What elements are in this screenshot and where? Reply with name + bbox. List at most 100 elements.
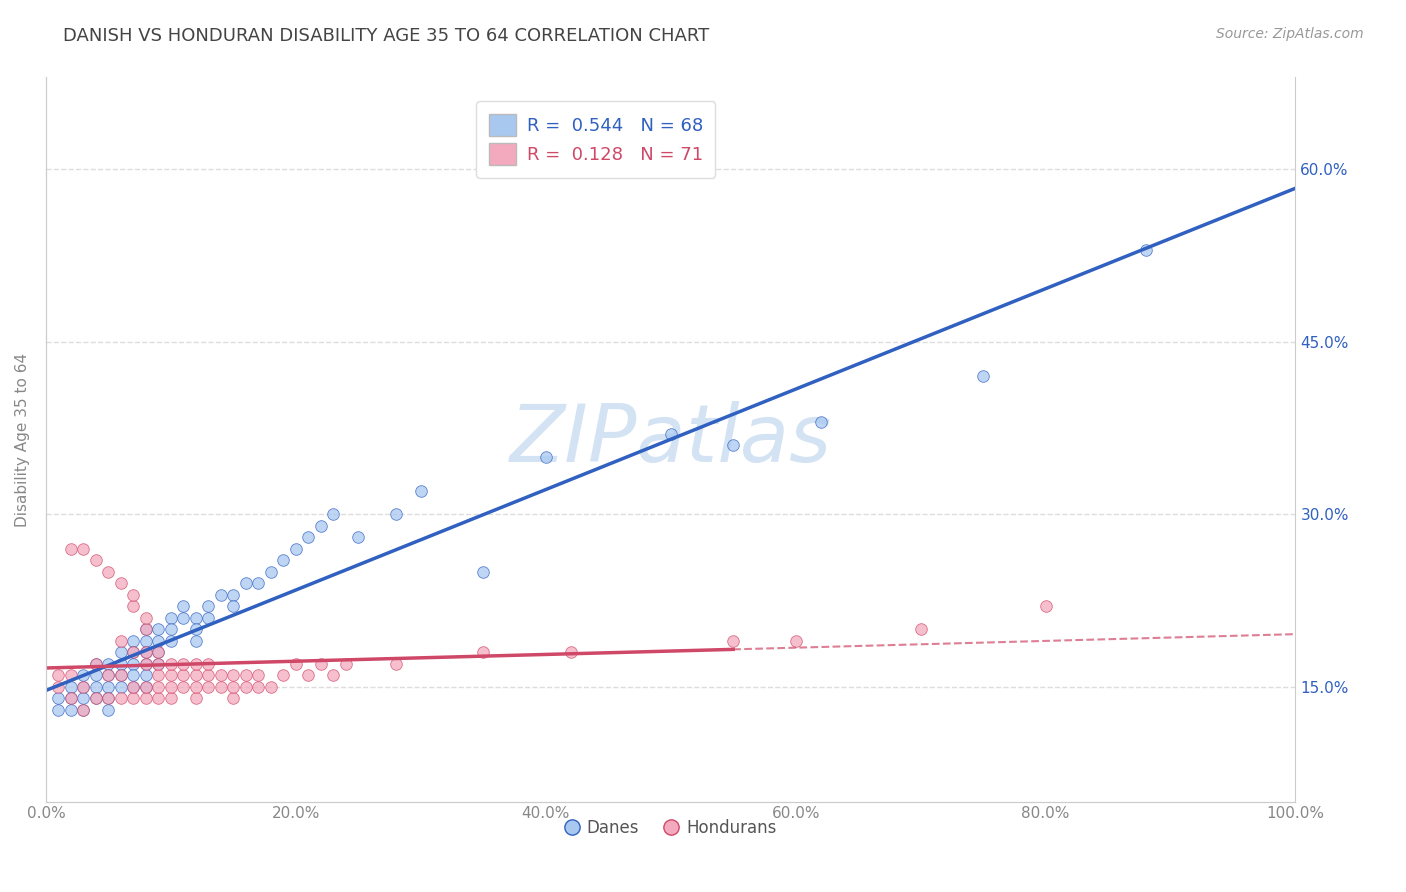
Point (59, 691, 82, 706)
Point (172, 599, 194, 614)
Point (322, 668, 344, 682)
Point (135, 645, 157, 659)
Point (135, 622, 157, 636)
Point (148, 657, 170, 671)
Point (184, 680, 207, 694)
Point (97, 691, 120, 706)
Point (560, 645, 582, 659)
Point (247, 668, 270, 682)
Point (247, 680, 270, 694)
Point (84, 668, 107, 682)
Point (160, 680, 183, 694)
Point (135, 657, 157, 671)
Point (97, 668, 120, 682)
Point (135, 610, 157, 624)
Point (135, 622, 157, 636)
Point (48, 703, 70, 717)
Point (148, 668, 170, 682)
Point (247, 576, 270, 591)
Point (172, 657, 194, 671)
Point (84, 680, 107, 694)
Point (110, 633, 132, 648)
Point (110, 657, 132, 671)
Point (59, 703, 82, 717)
Point (197, 668, 219, 682)
Point (97, 691, 120, 706)
Point (160, 633, 183, 648)
Legend: Danes, Hondurans: Danes, Hondurans (558, 813, 783, 844)
Point (409, 484, 432, 499)
Point (1035, 599, 1057, 614)
Point (110, 668, 132, 682)
Point (135, 680, 157, 694)
Point (810, 415, 832, 429)
Point (184, 633, 207, 648)
Point (335, 657, 357, 671)
Point (172, 680, 194, 694)
Point (534, 450, 557, 464)
Point (260, 680, 283, 694)
Point (135, 680, 157, 694)
Point (122, 668, 145, 682)
Point (184, 657, 207, 671)
Point (235, 680, 257, 694)
Point (160, 691, 183, 706)
Point (309, 657, 332, 671)
Point (1135, 243, 1157, 257)
Point (135, 691, 157, 706)
Point (122, 680, 145, 694)
Point (122, 599, 145, 614)
Point (122, 680, 145, 694)
Point (659, 426, 682, 441)
Point (347, 530, 370, 544)
Point (84, 691, 107, 706)
Point (84, 553, 107, 567)
Point (97, 657, 120, 671)
Point (972, 369, 994, 384)
Point (197, 599, 219, 614)
Point (110, 680, 132, 694)
Point (72, 541, 94, 556)
Point (72, 680, 94, 694)
Point (160, 668, 183, 682)
Point (59, 668, 82, 682)
Point (322, 507, 344, 521)
Point (910, 622, 932, 636)
Point (135, 657, 157, 671)
Y-axis label: Disability Age 35 to 64: Disability Age 35 to 64 (15, 352, 30, 526)
Point (209, 680, 232, 694)
Point (148, 691, 170, 706)
Point (97, 703, 120, 717)
Point (721, 438, 744, 452)
Point (222, 680, 245, 694)
Point (122, 588, 145, 602)
Point (122, 657, 145, 671)
Point (785, 633, 807, 648)
Point (309, 518, 332, 533)
Point (222, 599, 245, 614)
Point (48, 680, 70, 694)
Point (48, 668, 70, 682)
Point (72, 703, 94, 717)
Point (148, 645, 170, 659)
Point (84, 657, 107, 671)
Point (59, 691, 82, 706)
Point (260, 565, 283, 579)
Point (122, 633, 145, 648)
Point (110, 691, 132, 706)
Point (197, 680, 219, 694)
Point (110, 645, 132, 659)
Point (172, 610, 194, 624)
Point (97, 668, 120, 682)
Point (184, 622, 207, 636)
Point (72, 680, 94, 694)
Point (160, 610, 183, 624)
Point (222, 691, 245, 706)
Point (160, 657, 183, 671)
Point (110, 668, 132, 682)
Point (273, 553, 295, 567)
Point (148, 657, 170, 671)
Point (59, 680, 82, 694)
Point (197, 657, 219, 671)
Point (135, 633, 157, 648)
